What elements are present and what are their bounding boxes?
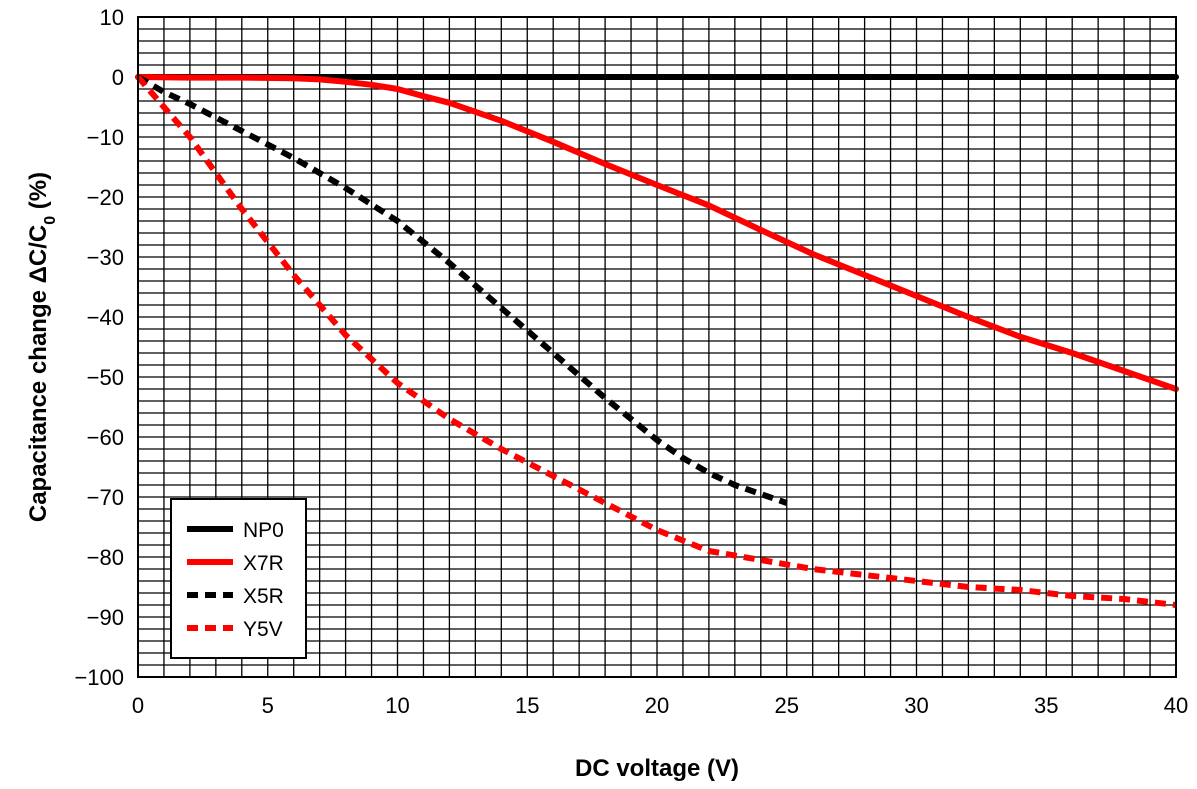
y-axis-title-subscript: 0 bbox=[42, 216, 59, 225]
plot-frame bbox=[137, 16, 1177, 678]
series-line-x5r bbox=[136, 74, 788, 506]
y-tick-label: −80 bbox=[87, 545, 124, 570]
legend-label-y5v: Y5V bbox=[243, 618, 283, 641]
y-axis-title-unit: (%) bbox=[25, 172, 52, 216]
y-tick-label: −60 bbox=[87, 425, 124, 450]
x-tick-label: 10 bbox=[385, 693, 409, 718]
legend-label-np0: NP0 bbox=[243, 519, 284, 542]
x-tick-label: 20 bbox=[645, 693, 669, 718]
x-tick-label: 30 bbox=[904, 693, 928, 718]
x-tick-label: 25 bbox=[775, 693, 799, 718]
legend: NP0 X7R X5R Y5V bbox=[170, 498, 307, 659]
x-axis-title: DC voltage (V) bbox=[575, 755, 739, 782]
y-tick-label: −100 bbox=[74, 665, 124, 690]
y-axis-title: Capacitance change ΔC/C0 (%) bbox=[25, 172, 59, 522]
legend-label-x7r: X7R bbox=[243, 552, 284, 575]
y-tick-label: −50 bbox=[87, 365, 124, 390]
series-layer bbox=[135, 74, 1179, 608]
x-tick-label: 35 bbox=[1034, 693, 1058, 718]
series-line-x7r bbox=[135, 74, 1179, 392]
y-tick-label: −20 bbox=[87, 185, 124, 210]
y-tick-label: −40 bbox=[87, 305, 124, 330]
x-tick-label: 15 bbox=[515, 693, 539, 718]
x-tick-label: 5 bbox=[262, 693, 274, 718]
y-tick-label: −90 bbox=[87, 605, 124, 630]
series-line-y5v bbox=[135, 75, 1177, 608]
legend-label-x5r: X5R bbox=[243, 585, 284, 608]
y-tick-label: −70 bbox=[87, 485, 124, 510]
y-tick-labels: 10 0 −10 −20 −30 −40 −50 −60 −70 −80 −90 −100 bbox=[74, 5, 124, 690]
x-tick-label: 0 bbox=[132, 693, 144, 718]
y-tick-label: −30 bbox=[87, 245, 124, 270]
legend-box bbox=[170, 498, 307, 659]
y-tick-label: −10 bbox=[87, 125, 124, 150]
x-tick-label: 40 bbox=[1164, 693, 1188, 718]
y-tick-label: 10 bbox=[100, 5, 124, 30]
y-tick-label: 0 bbox=[112, 65, 124, 90]
x-tick-labels: 0 5 10 15 20 25 30 35 40 bbox=[132, 693, 1188, 718]
y-axis-title-main: Capacitance change ΔC/C bbox=[25, 225, 52, 522]
